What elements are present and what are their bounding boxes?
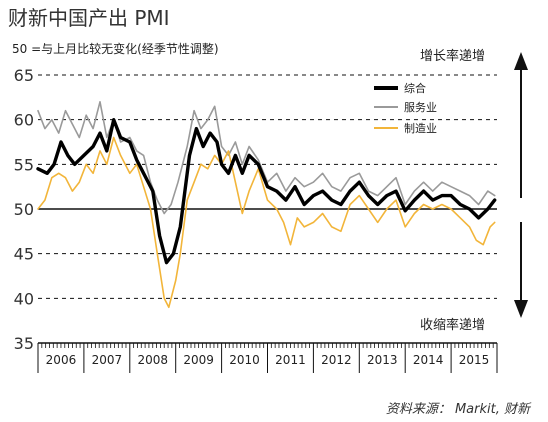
x-tick-label: 2008 <box>137 353 168 367</box>
series-layer <box>36 101 497 309</box>
legend-label-services: 服务业 <box>404 101 437 114</box>
chart-subtitle: 50 =与上月比较无变化(经季节性调整) <box>12 42 219 56</box>
y-tick-label: 35 <box>14 334 34 353</box>
legend: 综合 服务业 制造业 <box>374 81 437 135</box>
chart-title: 财新中国产出 PMI <box>8 6 170 30</box>
series-line-composite <box>36 118 497 265</box>
x-tick-label: 2006 <box>46 353 77 367</box>
source-note: 资料来源： Markit, 财新 <box>385 402 530 417</box>
x-tick-label: 2013 <box>367 353 398 367</box>
arrow-up-icon <box>514 52 528 198</box>
x-tick-label: 2007 <box>92 353 123 367</box>
annotation-increase: 增长率递增 <box>420 48 485 64</box>
y-tick-label: 60 <box>14 111 34 130</box>
x-axis: 2006 2007 2008 2009 2010 2011 2012 2013 2014 2015 <box>37 342 498 373</box>
legend-label-manufacturing: 制造业 <box>404 121 437 135</box>
x-tick-label: 2015 <box>459 353 490 367</box>
x-tick-label: 2012 <box>321 353 352 367</box>
annotation-decrease: 收缩率递增 <box>420 317 485 333</box>
x-tick-label: 2011 <box>275 353 306 367</box>
x-tick-label: 2009 <box>183 353 214 367</box>
x-tick-label: 2014 <box>413 353 444 367</box>
y-tick-label: 45 <box>14 245 34 264</box>
legend-label-composite: 综合 <box>404 81 426 95</box>
y-tick-label: 40 <box>14 289 34 308</box>
series-line-manufacturing <box>37 136 496 309</box>
y-tick-label: 65 <box>14 66 34 85</box>
grid-layer <box>38 74 497 299</box>
y-tick-label: 50 <box>14 200 34 219</box>
y-tick-label: 55 <box>14 155 34 174</box>
x-tick-label: 2010 <box>229 353 260 367</box>
arrow-down-icon <box>514 222 528 318</box>
y-axis: 35 40 45 50 55 60 65 <box>14 66 34 353</box>
series-line-services <box>37 101 496 215</box>
